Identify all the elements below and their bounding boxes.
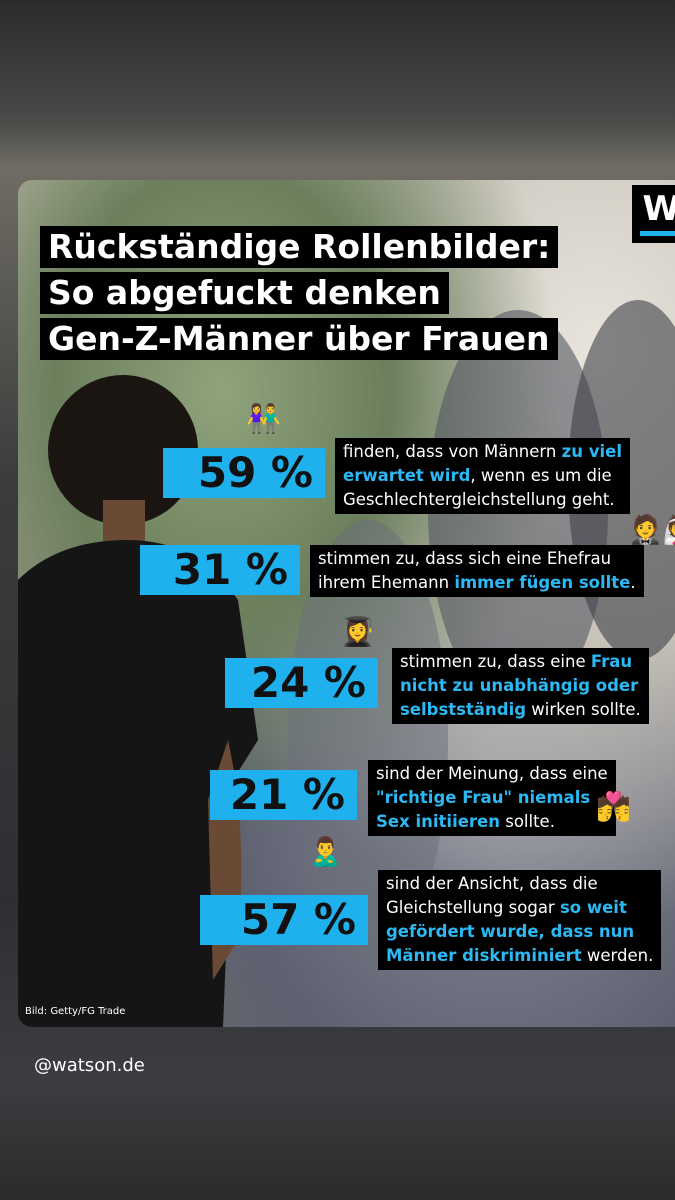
statement-text: stimmen zu, dass sich eine Ehefrau [318, 549, 612, 568]
emoji: 🙎‍♂️ [308, 835, 343, 868]
percentage: 57 % [200, 895, 368, 945]
highlight-text: gefördert wurde, dass nun [386, 922, 635, 941]
title-line: Gen-Z-Männer über Frauen [40, 318, 558, 360]
statement-line: sind der Ansicht, dass die [386, 872, 653, 896]
percentage: 24 % [225, 658, 378, 708]
statement-text: Geschlechtergleichstellung geht. [343, 490, 615, 509]
highlight-text: zu viel [561, 442, 622, 461]
statement-text: stimmen zu, dass eine [400, 652, 591, 671]
statement-text: sollte. [499, 812, 555, 831]
statement-line: nicht zu unabhängig oder [400, 674, 641, 698]
statement: sind der Meinung, dass eine "richtige Fra… [368, 760, 616, 836]
statement-line: gefördert wurde, dass nun [386, 920, 653, 944]
percentage: 21 % [210, 770, 357, 820]
statement-text: wirken sollte. [526, 700, 641, 719]
statement-line: erwartet wird, wenn es um die [343, 464, 622, 488]
highlight-text: erwartet wird [343, 466, 471, 485]
statement-line: stimmen zu, dass sich eine Ehefrau [318, 547, 636, 571]
title-line: Rückständige Rollenbilder: [40, 226, 559, 268]
statement-text: finden, dass von Männern [343, 442, 562, 461]
statement-text: werden. [581, 946, 654, 965]
statement: stimmen zu, dass sich eine Ehefrau ihrem … [310, 545, 644, 597]
emoji: 👫 [246, 402, 281, 435]
statement-text: . [630, 573, 636, 592]
highlight-text: "richtige Frau" niemals [376, 788, 591, 807]
title-line: So abgefuckt denken [40, 272, 449, 314]
logo: W [642, 189, 675, 229]
statement-text: , wenn es um die [470, 466, 612, 485]
photo-credit: Bild: Getty/FG Trade [25, 1006, 126, 1017]
highlight-text: selbstständig [400, 700, 527, 719]
statement-text: Gleichstellung sogar [386, 898, 560, 917]
statement-line: Sex initiieren sollte. [376, 810, 608, 834]
statement-text: sind der Meinung, dass eine [376, 764, 608, 783]
statement: finden, dass von Männern zu viel erwartet… [335, 438, 630, 514]
statement: sind der Ansicht, dass die Gleichstellung… [378, 870, 662, 970]
statement-line: "richtige Frau" niemals [376, 786, 608, 810]
highlight-text: Männer diskriminiert [386, 946, 582, 965]
statement-line: Gleichstellung sogar so weit [386, 896, 653, 920]
emoji: 💏 [596, 790, 631, 823]
statement-line: stimmen zu, dass eine Frau [400, 650, 641, 674]
percentage: 59 % [163, 448, 325, 498]
statement-line: Männer diskriminiert werden. [386, 944, 653, 968]
infographic-card: W Rückständige Rollenbilder: So abgefuckt… [18, 180, 675, 1027]
highlight-text: Frau [590, 652, 633, 671]
statement-line: finden, dass von Männern zu viel [343, 440, 622, 464]
highlight-text: nicht zu unabhängig oder [400, 676, 639, 695]
emoji: 👩‍🎓 [340, 615, 375, 648]
highlight-text: Sex initiieren [376, 812, 500, 831]
logo-box: W [632, 185, 675, 243]
statement-text: sind der Ansicht, dass die [386, 874, 598, 893]
statement-line: sind der Meinung, dass eine [376, 762, 608, 786]
account-handle: @watson.de [34, 1055, 145, 1076]
percentage: 31 % [140, 545, 300, 595]
statement-line: ihrem Ehemann immer fügen sollte. [318, 571, 636, 595]
highlight-text: so weit [559, 898, 627, 917]
statement-line: selbstständig wirken sollte. [400, 698, 641, 722]
statement-line: Geschlechtergleichstellung geht. [343, 488, 622, 512]
emoji: 🤵👰 [628, 513, 675, 546]
highlight-text: immer fügen sollte [454, 573, 631, 592]
statement: stimmen zu, dass eine Frau nicht zu unabh… [392, 648, 649, 724]
statement-text: ihrem Ehemann [318, 573, 455, 592]
logo-underline [640, 231, 675, 236]
